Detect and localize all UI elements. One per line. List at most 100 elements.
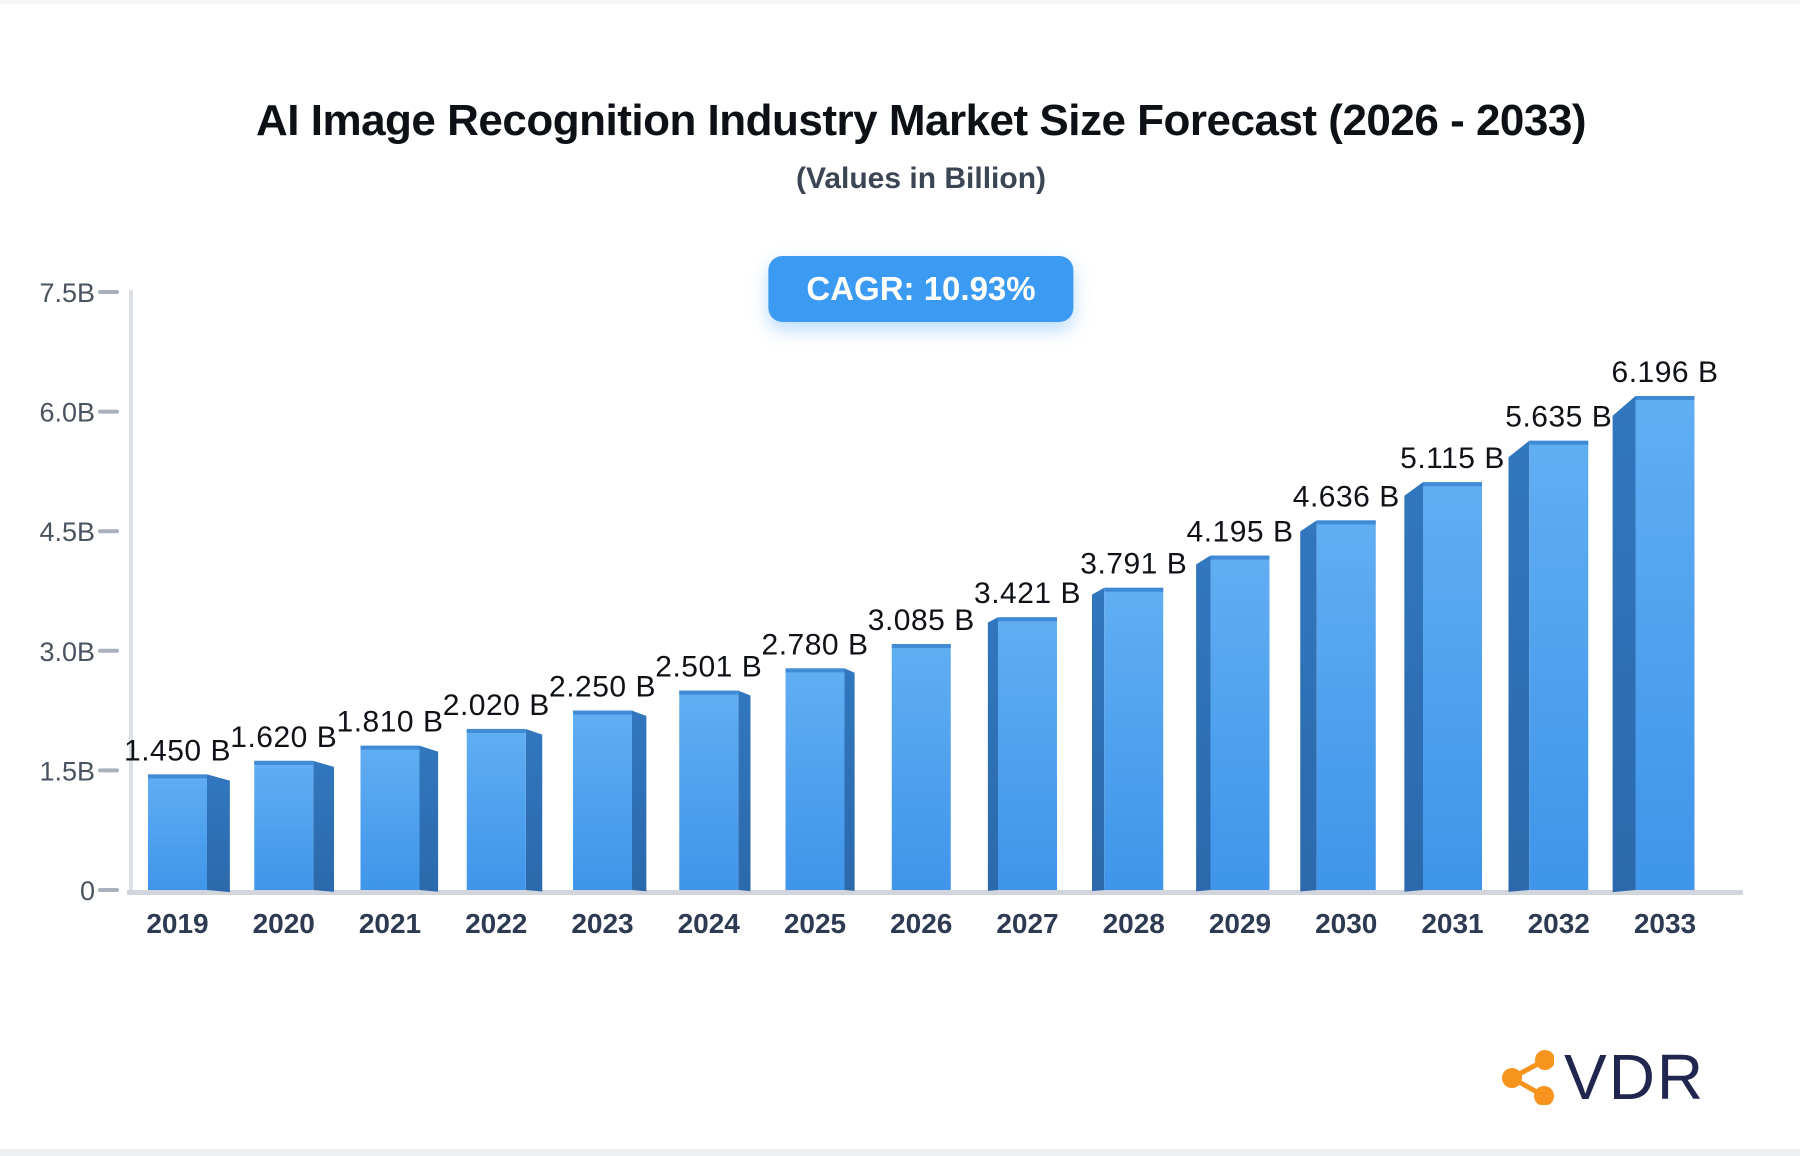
share-network-icon (1502, 1050, 1554, 1105)
y-axis-line (129, 290, 133, 895)
bar-side-face (313, 760, 334, 892)
x-axis-label: 2030 (1315, 908, 1377, 939)
bar-top-edge (1635, 395, 1695, 400)
bar-front-face (148, 774, 207, 890)
bar-top-edge (785, 668, 845, 673)
bar-group (148, 774, 230, 893)
bar-front-face (679, 690, 739, 890)
x-axis-label: 2033 (1634, 908, 1696, 939)
bar-side-face (632, 710, 647, 892)
x-axis-label: 2026 (890, 908, 952, 939)
x-axis-label: 2028 (1103, 908, 1165, 939)
x-axis-label: 2027 (996, 908, 1058, 939)
y-tick-label: 0 (80, 876, 95, 906)
bar-side-face (1404, 482, 1423, 892)
bar-side-face (1300, 520, 1317, 892)
y-tick-dash (98, 648, 119, 653)
brand-logo-text: VDR (1564, 1041, 1706, 1113)
bar-front-face (254, 760, 314, 890)
bar-value-label: 6.196 B (1612, 356, 1719, 389)
x-axis-label: 2023 (571, 908, 633, 939)
chart-title: AI Image Recognition Industry Market Siz… (256, 96, 1586, 145)
bar-value-label: 1.620 B (230, 721, 337, 754)
bar-group (1196, 555, 1270, 892)
chart-subtitle: (Values in Billion) (795, 162, 1047, 195)
bar-front-face (1104, 587, 1164, 890)
bar-top-edge (679, 690, 739, 695)
bar-value-label: 4.636 B (1293, 480, 1400, 513)
x-axis-label: 2024 (678, 908, 741, 939)
bar-side-face (1508, 440, 1530, 892)
bar-front-face (1635, 395, 1695, 890)
x-axis-label: 2029 (1209, 908, 1271, 939)
bar-front-face (785, 668, 845, 890)
brand-logo: VDR (1500, 1040, 1705, 1114)
x-axis-label: 2019 (146, 908, 208, 939)
bar-value-label: 2.501 B (655, 651, 762, 684)
bar-side-face (738, 690, 751, 892)
bar-top-edge (1210, 555, 1270, 560)
bar-front-face (998, 617, 1057, 890)
y-tick-label: 6.0B (39, 398, 95, 428)
bar-value-label: 3.085 B (868, 604, 975, 637)
bar-value-label: 5.115 B (1400, 442, 1505, 475)
bar-chart: 0 1.5B 3.0B 4.5B 6.0B 7.5B 1.450 B 2019 1.620 B 2… (39, 278, 1743, 939)
bar-value-label: 5.635 B (1505, 401, 1612, 434)
bar-group (573, 710, 647, 892)
bar-side-face (1091, 587, 1105, 892)
bar-group (987, 617, 1057, 891)
bar-top-edge (998, 617, 1057, 622)
bar-front-face (891, 644, 951, 890)
bar-top-edge (1104, 587, 1164, 592)
bar-side-face (987, 617, 998, 891)
bar-front-face (573, 710, 632, 890)
y-tick-label: 3.0B (39, 637, 95, 667)
bar-top-edge (573, 710, 632, 715)
bar-value-label: 3.791 B (1080, 548, 1187, 581)
bar-top-edge (891, 644, 951, 649)
y-tick-label: 4.5B (39, 517, 95, 547)
x-axis-label: 2020 (253, 908, 315, 939)
y-tick-dash (98, 290, 119, 295)
bar-group (466, 728, 543, 892)
bar-side-face (207, 774, 230, 893)
y-tick-dash (98, 768, 119, 773)
bar-value-label: 3.421 B (974, 577, 1081, 610)
y-tick-dash (98, 529, 119, 534)
bar-group (254, 760, 334, 892)
bar-front-face (1316, 520, 1376, 890)
x-axis-baseline (127, 890, 1743, 895)
bar-group (1404, 482, 1482, 892)
bar-top-edge (1316, 520, 1376, 525)
cagr-badge: CAGR: 10.93% (768, 256, 1074, 322)
x-axis-label: 2022 (465, 908, 527, 939)
bar-group (1508, 440, 1589, 892)
bar-front-face (360, 745, 420, 890)
bar-value-label: 1.450 B (124, 734, 231, 767)
bar-value-label: 1.810 B (337, 706, 444, 739)
bar-group (1300, 520, 1376, 892)
bar-side-face (1196, 555, 1211, 892)
chart-header: AI Image Recognition Industry Market Siz… (21, 4, 1800, 196)
bar-top-edge (1423, 482, 1482, 487)
bar-side-face (844, 668, 855, 891)
y-tick-label: 1.5B (39, 756, 95, 786)
bar-top-edge (254, 760, 314, 765)
bar-group (1091, 587, 1164, 892)
y-tick-dash (98, 888, 119, 892)
bar-side-face (419, 745, 439, 892)
bar-front-face (1529, 440, 1589, 890)
bar-side-face (1612, 395, 1636, 893)
bar-value-label: 2.250 B (549, 671, 656, 704)
bar-group (891, 644, 951, 890)
bar-side-face (525, 728, 543, 892)
bar-value-label: 2.020 B (443, 689, 550, 722)
bar-top-edge (360, 745, 420, 750)
x-axis-label: 2025 (784, 908, 846, 939)
x-axis-label: 2031 (1421, 908, 1483, 939)
bar-group (785, 668, 855, 891)
bar-front-face (466, 728, 526, 890)
bar-top-edge (466, 728, 526, 733)
bar-top-edge (148, 774, 207, 779)
